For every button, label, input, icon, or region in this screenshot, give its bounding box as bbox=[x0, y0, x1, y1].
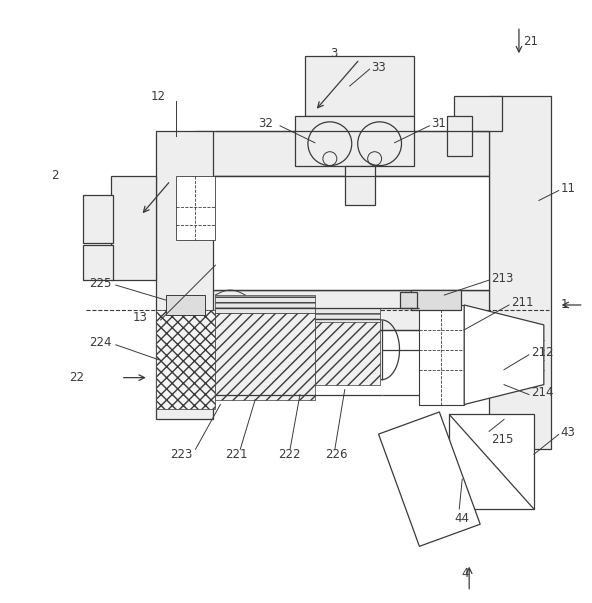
Text: 215: 215 bbox=[491, 433, 513, 446]
Text: 3: 3 bbox=[330, 46, 337, 60]
Text: 4: 4 bbox=[461, 567, 469, 580]
Bar bbox=[111, 175, 156, 280]
Bar bbox=[419, 305, 464, 405]
Text: 225: 225 bbox=[89, 277, 111, 289]
Bar bbox=[378, 412, 480, 546]
Bar bbox=[166, 295, 205, 315]
Bar bbox=[305, 56, 414, 116]
Text: 21: 21 bbox=[523, 35, 538, 48]
Bar bbox=[195, 290, 489, 330]
Bar bbox=[411, 290, 461, 310]
Bar bbox=[454, 96, 502, 131]
Polygon shape bbox=[464, 305, 544, 405]
Text: 44: 44 bbox=[454, 513, 469, 525]
Bar bbox=[176, 175, 215, 240]
Bar bbox=[215, 310, 315, 400]
Text: 221: 221 bbox=[226, 448, 248, 461]
Text: 31: 31 bbox=[432, 118, 446, 130]
Text: 22: 22 bbox=[69, 371, 84, 384]
Bar bbox=[489, 96, 551, 449]
Bar bbox=[345, 166, 375, 206]
Text: 12: 12 bbox=[151, 90, 166, 104]
Text: 213: 213 bbox=[491, 271, 513, 285]
Bar bbox=[195, 131, 489, 175]
Bar bbox=[315, 308, 379, 322]
Text: 214: 214 bbox=[531, 386, 554, 399]
Bar bbox=[156, 310, 215, 409]
Text: 226: 226 bbox=[325, 448, 348, 461]
Bar bbox=[315, 320, 379, 385]
Text: 2: 2 bbox=[51, 169, 59, 182]
Text: 13: 13 bbox=[133, 311, 147, 324]
Bar bbox=[449, 414, 534, 509]
Text: 33: 33 bbox=[372, 61, 387, 74]
Text: 211: 211 bbox=[511, 297, 533, 309]
Text: 32: 32 bbox=[258, 118, 273, 130]
Text: 11: 11 bbox=[561, 182, 576, 195]
Bar bbox=[448, 116, 472, 156]
Text: 223: 223 bbox=[170, 448, 193, 461]
Bar bbox=[295, 116, 414, 166]
Bar bbox=[195, 175, 489, 290]
Bar bbox=[83, 245, 113, 280]
Text: 212: 212 bbox=[531, 346, 554, 359]
Text: 1: 1 bbox=[561, 298, 568, 312]
Bar bbox=[83, 195, 113, 243]
Bar bbox=[215, 295, 315, 313]
Bar bbox=[400, 292, 417, 308]
Bar bbox=[156, 131, 213, 420]
Text: 224: 224 bbox=[89, 336, 111, 349]
Text: 43: 43 bbox=[561, 426, 575, 439]
Text: 222: 222 bbox=[278, 448, 301, 461]
